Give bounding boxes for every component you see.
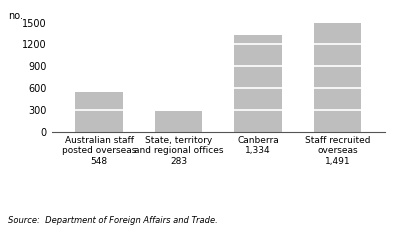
Text: Source:  Department of Foreign Affairs and Trade.: Source: Department of Foreign Affairs an… (8, 216, 218, 225)
Bar (234, 35, 282, 132)
Bar (314, 23, 361, 132)
Text: no.: no. (8, 10, 23, 20)
Bar (155, 111, 202, 132)
Bar (75, 92, 123, 132)
